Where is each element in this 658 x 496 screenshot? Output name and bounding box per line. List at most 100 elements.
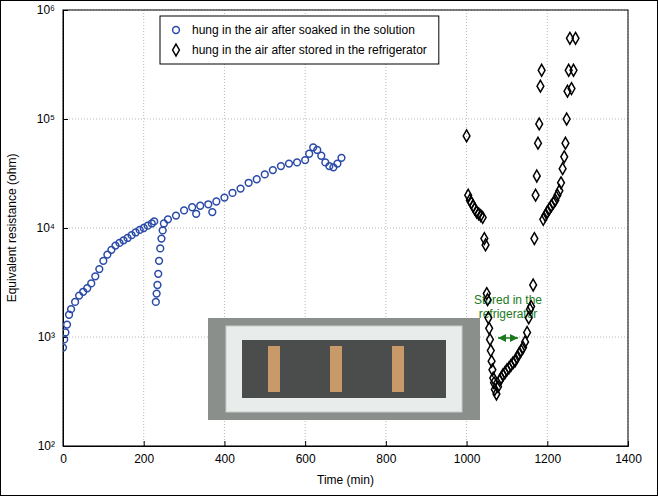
point — [486, 322, 493, 334]
point — [278, 163, 285, 170]
point — [562, 137, 569, 149]
point — [481, 233, 488, 245]
x-tick-label: 600 — [296, 452, 316, 466]
point — [531, 233, 538, 245]
y-tick-mark — [63, 10, 68, 11]
point — [229, 189, 236, 196]
point — [72, 298, 79, 305]
point — [484, 294, 491, 306]
y-axis: 10² 10³ 10⁴ 10⁵ 10⁶ — [36, 3, 68, 453]
point — [161, 220, 168, 227]
point — [193, 210, 200, 217]
x-tick-mark — [628, 441, 629, 446]
point — [154, 282, 161, 289]
point — [568, 83, 575, 95]
point — [561, 151, 568, 163]
point — [156, 257, 163, 264]
legend-marker — [173, 44, 180, 56]
point — [532, 189, 539, 201]
x-tick-mark — [547, 441, 548, 446]
point — [189, 204, 196, 211]
point — [181, 207, 188, 214]
photo-connector — [226, 326, 462, 412]
grid-line-y — [63, 119, 628, 120]
x-tick-mark — [386, 441, 387, 446]
arrow-head — [510, 334, 518, 342]
point — [209, 209, 216, 216]
point — [530, 279, 537, 291]
y-tick-mark — [63, 228, 68, 229]
point — [524, 327, 531, 339]
point — [151, 218, 158, 225]
series — [63, 144, 345, 351]
point — [237, 185, 244, 192]
y-tick: 10⁴ — [36, 221, 68, 235]
point — [302, 157, 309, 164]
x-tick: 1400 — [615, 441, 642, 466]
y-tick: 10⁶ — [37, 3, 68, 17]
y-tick-mark — [63, 119, 68, 120]
point — [463, 130, 470, 142]
legend-label: hung in the air after soaked in the solu… — [192, 23, 415, 37]
x-tick: 800 — [376, 441, 396, 466]
point — [536, 118, 543, 130]
y-tick-mark — [63, 446, 68, 447]
legend-marker — [173, 27, 180, 34]
point — [563, 113, 570, 125]
x-tick-label: 0 — [60, 452, 67, 466]
x-tick: 1000 — [454, 441, 481, 466]
point — [157, 245, 164, 252]
y-tick-label: 10³ — [38, 330, 55, 344]
point — [286, 160, 293, 167]
point — [306, 150, 313, 157]
point — [152, 298, 159, 305]
point — [482, 239, 489, 251]
legend-label: hung in the air after stored in the refr… — [192, 43, 427, 57]
point — [158, 235, 165, 242]
y-tick-label: 10⁶ — [37, 3, 55, 17]
photo-pin — [330, 346, 342, 392]
x-axis-title: Time (min) — [317, 473, 374, 487]
point — [155, 270, 162, 277]
point — [165, 216, 172, 223]
point — [253, 176, 260, 183]
point — [153, 290, 160, 297]
point — [221, 194, 228, 201]
y-tick-label: 10⁴ — [36, 221, 55, 235]
y-tick: 10² — [38, 439, 68, 453]
grid — [63, 10, 628, 446]
inset-photo — [208, 318, 480, 420]
point — [537, 80, 544, 92]
point — [318, 152, 325, 159]
point — [63, 329, 69, 336]
x-tick-label: 1400 — [615, 452, 642, 466]
point — [63, 344, 66, 351]
legend-box — [160, 16, 439, 64]
point — [558, 177, 565, 189]
point — [533, 170, 540, 182]
legend: hung in the air after soaked in the solu… — [160, 16, 439, 64]
point — [64, 321, 71, 328]
point — [572, 32, 579, 44]
point — [479, 212, 486, 224]
x-tick: 200 — [134, 441, 154, 466]
point — [535, 137, 542, 149]
x-tick-label: 400 — [215, 452, 235, 466]
photo-background — [208, 318, 480, 420]
outer-frame — [1, 1, 658, 496]
x-axis-line — [64, 441, 629, 447]
y-axis-title: Equivalent resistance (ohm) — [5, 154, 19, 303]
point — [100, 257, 107, 264]
point — [487, 345, 494, 357]
point — [565, 64, 572, 76]
photo-pin — [268, 346, 280, 392]
photo-slot — [242, 340, 446, 398]
x-tick: 600 — [296, 441, 316, 466]
x-tick: 400 — [215, 441, 235, 466]
x-axis: 0200400600800100012001400 — [60, 441, 642, 466]
point — [88, 280, 95, 287]
point — [96, 266, 103, 273]
annotation: Stored in therefrigerator — [474, 293, 542, 342]
y-tick: 10⁵ — [37, 112, 68, 126]
point — [245, 179, 252, 186]
